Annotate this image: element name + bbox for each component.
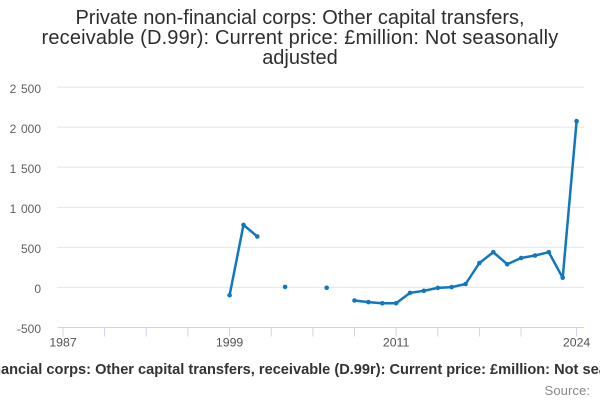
- svg-text:1999: 1999: [216, 336, 244, 350]
- svg-text:2 000: 2 000: [10, 122, 42, 136]
- svg-text:2011: 2011: [383, 336, 410, 350]
- svg-text:1987: 1987: [49, 336, 77, 350]
- svg-text:1 500: 1 500: [10, 162, 42, 176]
- svg-text:1 000: 1 000: [10, 202, 42, 216]
- svg-text:500: 500: [21, 242, 41, 256]
- svg-text:-500: -500: [17, 322, 41, 336]
- svg-text:2024: 2024: [563, 336, 591, 350]
- svg-text:0: 0: [34, 282, 41, 296]
- svg-text:2 500: 2 500: [10, 82, 42, 96]
